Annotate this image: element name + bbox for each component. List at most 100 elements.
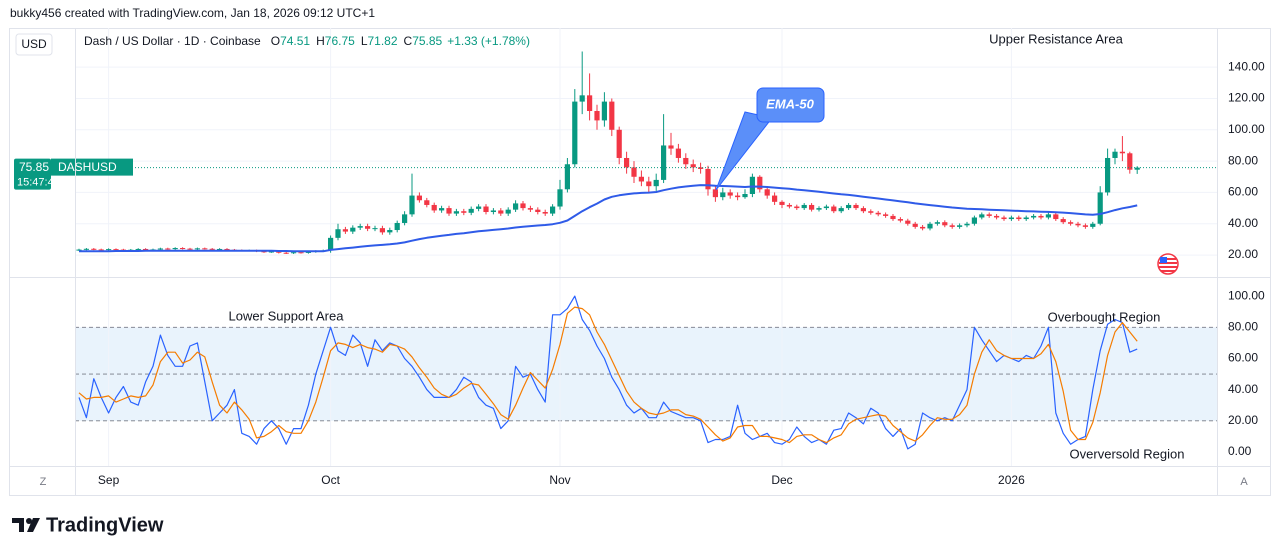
candle-body [91,248,97,250]
candle-body [601,101,607,121]
candle-body [690,164,696,168]
candle-body [217,248,223,250]
candle-body [476,206,482,209]
currency-box[interactable] [15,33,53,56]
annotation: Upper Resistance Area [989,31,1123,46]
candle-body [675,148,681,158]
candle-body [498,210,504,214]
candle-body [291,252,297,254]
candle-body [372,228,378,230]
candle-body [83,248,89,250]
ohlc-value: 74.51 [280,34,310,48]
y-tick-label: 100.00 [1228,122,1265,136]
legend: Dash / US Dollar · 1D · Coinbase O74.51 H7… [84,34,530,48]
candle-body [757,176,763,190]
candle-body [772,195,778,202]
candle-body [897,219,903,221]
header-text: bukky456 created with TradingView.com, J… [10,6,375,20]
candle-body [439,208,445,211]
scale-button-label[interactable]: Z [40,476,47,488]
price-tag [14,158,51,190]
candle-body [143,248,149,250]
candle-body [735,195,741,198]
candle-body [194,248,200,250]
candle-body [579,95,585,102]
candle-body [350,227,356,232]
logo-mark [27,518,40,532]
candle-body [1105,157,1111,193]
x-tick-label: 2026 [998,473,1025,487]
candle-body [527,208,533,210]
candle-body [638,176,644,182]
candle-body [1016,217,1022,220]
candle-body [335,229,341,238]
candle-body [705,168,711,190]
candle-body [979,214,985,218]
candle-body [875,212,881,215]
candle-body [1031,215,1037,218]
candle-body [971,217,977,224]
candle-body [749,176,755,194]
candle-body [624,157,630,168]
candle-body [1134,167,1140,170]
candle-body [298,252,304,254]
candle-body [986,214,992,216]
candle-body [490,210,496,213]
candle-body [1082,225,1088,227]
y-tick-label: 60.00 [1228,351,1258,365]
candle-body [276,251,282,253]
scale-button[interactable] [35,471,51,491]
candle-body [187,248,193,250]
x-tick-label: Nov [549,473,570,487]
background-layer [75,28,1217,466]
x-tick-label: Dec [771,473,792,487]
candle-body [646,181,652,187]
ohlc-key: C [404,34,413,48]
candle-body [1001,217,1007,220]
candle-body [809,204,815,210]
candle-body [520,203,526,209]
candle-body [483,206,489,213]
symbol-tag [51,158,133,176]
candle-body [513,203,519,210]
y-tick-label: 80.00 [1228,153,1258,167]
candle-body [594,111,600,121]
candle-body [860,208,866,212]
candle-body [1127,153,1133,170]
ohlc-value: 71.82 [368,34,398,48]
y-tick-label: 120.00 [1228,91,1265,105]
candle-body [342,229,348,232]
candle-body [1097,192,1103,224]
candle-body [542,212,548,214]
logo-mark [12,518,24,532]
oscillator-line [78,295,1138,450]
candle-body [1008,217,1014,220]
ohlc-key: L [361,34,368,48]
candle-body [535,209,541,213]
flag-icon [1157,253,1179,275]
candle-body [416,195,422,201]
last-price-label: 75.85 [19,160,49,174]
callout-box [756,87,825,123]
scale-button-label[interactable]: A [1240,476,1248,488]
candle-body [883,214,889,216]
candle-body [98,249,104,251]
candle-body [727,192,733,196]
candle-body [268,251,274,253]
annotation: Overbought Region [1048,309,1161,324]
candle-body [609,101,615,130]
candle-body [668,145,674,149]
candle-body [446,208,452,214]
currency-label: USD [21,37,47,51]
change-value: +1.33 (+1.78%) [447,34,530,48]
candle-body [1023,217,1029,220]
candle-body [1112,151,1118,158]
flag-stripe [1160,258,1176,260]
candle-body [202,248,208,250]
candle-body [786,204,792,207]
candle-body [106,249,112,251]
candle-body [720,192,726,198]
candle-body [172,248,178,250]
logo-mark [26,518,32,524]
candle-body [927,223,933,229]
